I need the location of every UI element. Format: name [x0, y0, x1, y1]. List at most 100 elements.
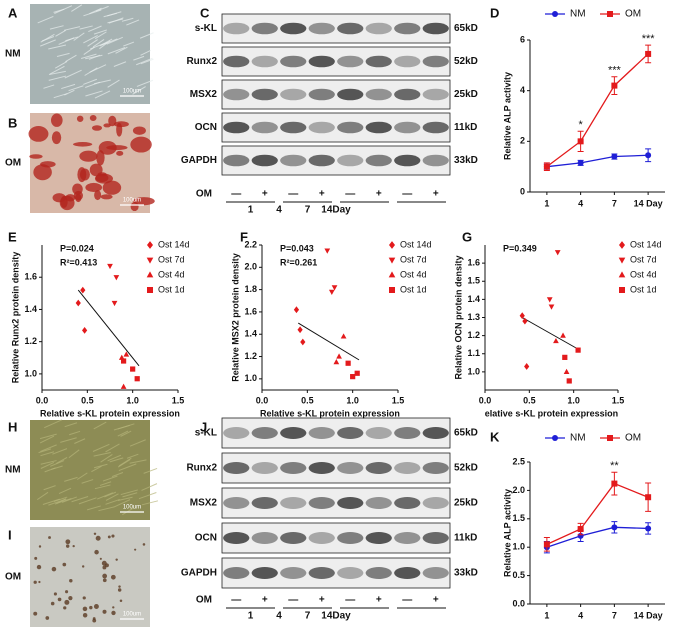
y-tick-label: 1.6 [24, 272, 37, 282]
band [337, 121, 364, 134]
texture [142, 543, 146, 546]
point [611, 82, 618, 89]
point [524, 363, 530, 370]
texture [105, 498, 120, 505]
annotation: P=0.024 [60, 243, 94, 253]
y-axis-title: Relative ALP activity [502, 72, 512, 160]
point [293, 306, 300, 314]
texture [49, 25, 64, 30]
legend-marker [147, 287, 153, 293]
band [308, 154, 335, 167]
texture [95, 173, 109, 183]
legend-label: OM [625, 9, 641, 20]
texture [118, 585, 121, 588]
point [300, 338, 306, 346]
texture [110, 574, 116, 580]
x-axis-title: Relative s-KL protein expression [40, 408, 180, 418]
texture [37, 15, 54, 24]
band [337, 567, 364, 579]
band [308, 88, 335, 101]
x-tick-label: 0.5 [301, 395, 314, 405]
texture [64, 476, 78, 482]
texture [88, 25, 102, 33]
y-tick-label: 1.4 [24, 304, 37, 314]
legend-marker [146, 257, 154, 264]
panel-label: J [200, 419, 207, 434]
band [308, 22, 335, 35]
point [577, 526, 584, 533]
texture [92, 443, 110, 452]
texture [96, 492, 114, 500]
legend-label: Ost 1d [630, 284, 657, 294]
y-tick-label: 2.5 [512, 456, 525, 466]
texture [93, 29, 107, 35]
y-tick-label: 1.5 [512, 513, 525, 523]
texture [72, 544, 75, 548]
texture [89, 115, 97, 121]
blot-size-label: 11kD [454, 122, 477, 133]
band [251, 462, 278, 474]
texture [115, 558, 118, 561]
panel-label: H [8, 419, 17, 434]
texture [48, 70, 66, 76]
blot-size-label: 65kD [454, 23, 478, 34]
texture [58, 487, 72, 495]
texture [92, 39, 105, 48]
legend-marker [147, 241, 153, 249]
micrograph-label: NM [5, 49, 21, 60]
texture [65, 590, 69, 594]
texture [82, 613, 88, 618]
texture [68, 85, 84, 92]
texture [38, 545, 42, 548]
texture [38, 448, 52, 454]
texture [105, 443, 120, 453]
texture [111, 610, 116, 616]
legend-label: Ost 1d [400, 284, 427, 294]
x-tick-label: 1 [544, 198, 549, 208]
band [422, 462, 449, 474]
legend-marker [389, 241, 395, 249]
band [422, 567, 449, 579]
blot-size-label: 52kD [454, 56, 478, 67]
band [251, 88, 278, 101]
texture [65, 539, 71, 545]
band [223, 121, 250, 134]
texture [93, 452, 111, 457]
scale-label: 100um [123, 89, 141, 95]
y-axis-title: Relative MSX2 protein density [230, 253, 240, 382]
band [280, 532, 307, 544]
texture [82, 606, 88, 612]
texture [98, 506, 115, 512]
texture [76, 115, 84, 122]
texture [39, 433, 57, 440]
legend-marker [388, 257, 396, 264]
point [107, 263, 113, 270]
annotation: P=0.349 [503, 243, 537, 253]
blot-row-label: s-KL [195, 428, 217, 439]
texture [73, 32, 85, 41]
point [560, 332, 566, 338]
day-label: 7 [305, 611, 311, 622]
treatment-sign: — [345, 189, 355, 200]
band [365, 55, 392, 68]
band [394, 154, 421, 167]
texture [74, 438, 86, 444]
texture [62, 562, 67, 567]
texture [54, 61, 68, 69]
x-tick-label: 1 [544, 610, 549, 620]
x-tick-label: 1.5 [612, 395, 625, 405]
y-tick-label: 2 [520, 136, 525, 146]
band [394, 427, 421, 439]
point [123, 351, 130, 357]
band [223, 88, 250, 101]
blot-size-label: 65kD [454, 428, 478, 439]
blot-row-label: s-KL [195, 23, 217, 34]
day-label: 1 [248, 205, 254, 216]
texture [89, 605, 93, 610]
point [611, 524, 618, 531]
blot-frame [221, 112, 451, 143]
texture [117, 459, 131, 468]
band [337, 22, 364, 35]
point [331, 285, 338, 291]
texture [91, 465, 102, 473]
